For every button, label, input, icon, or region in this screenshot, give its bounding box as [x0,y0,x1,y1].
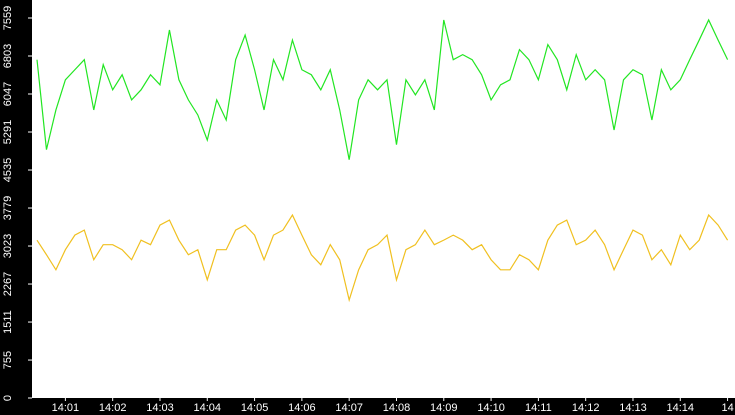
x-tick-label: 14:07 [335,402,363,414]
x-tick-label: 14:08 [383,402,411,414]
y-tick-label: 4535 [2,158,14,182]
x-tick-label: 14:04 [194,402,222,414]
x-tick-label: 14:09 [430,402,458,414]
y-tick-label: 6047 [2,82,14,106]
x-tick-label: 14:01 [52,402,80,414]
series-line [36,213,729,303]
plot-area [32,0,735,398]
y-tick-label: 1511 [2,310,14,334]
x-tick-label: 14:11 [525,402,552,414]
series-line [36,18,729,160]
x-tick-label: 14:03 [146,402,174,414]
y-tick-label: 755 [2,351,14,369]
x-tick-label: 14:05 [241,402,269,414]
x-tick-label: 14 [721,402,733,414]
y-tick-label: 0 [2,395,14,401]
x-tick-label: 14:12 [572,402,600,414]
x-tick-label: 14:02 [99,402,127,414]
x-tick-label: 14:10 [477,402,505,414]
x-tick-label: 14:06 [288,402,316,414]
y-tick-label: 6803 [2,44,14,68]
y-tick-label: 2267 [2,272,14,296]
y-tick-label: 3779 [2,196,14,220]
y-tick-label: 7559 [2,6,14,30]
x-tick-label: 14:14 [667,402,695,414]
x-tick-label: 14:13 [619,402,647,414]
y-tick-label: 3023 [2,234,14,258]
y-tick-label: 5291 [2,120,14,144]
